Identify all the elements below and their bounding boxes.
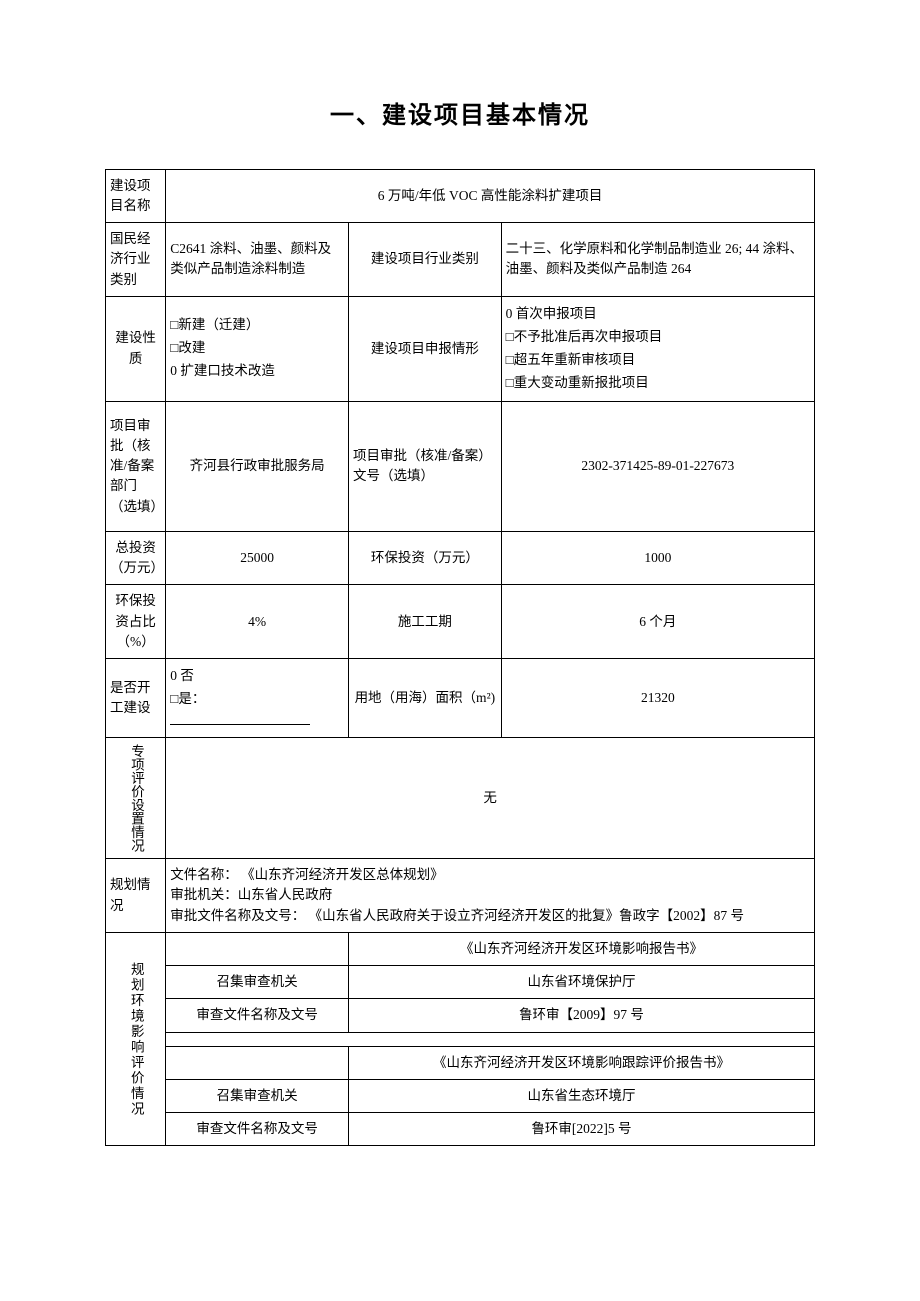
value-review-doc-2: 鲁环审[2022]5 号 [349,1113,815,1146]
checkbox-option: 0 首次申报项目 [506,303,597,326]
label-approval-dept: 项目审批（核准/备案部门（选填） [106,401,166,531]
plan-line3b: 《山东省人民政府关于设立齐河经济开发区的批复》鲁政字【2002】87 号 [309,908,744,923]
plan-line2: 审批机关：山东省人民政府 [170,887,332,902]
plan-line1a: 文件名称： [170,867,238,882]
label-project-industry: 建设项目行业类别 [349,223,502,297]
value-approval-no: 2302-371425-89-01-227673 [501,401,814,531]
table-row: 总投资（万元） 25000 环保投资（万元） 1000 [106,531,815,585]
value-declare-form: 0 首次申报项目 □不予批准后再次申报项目 □超五年重新审核项目 □重大变动重新… [501,296,814,401]
label-land-area: 用地（用海）面积（m²) [349,659,502,738]
table-row: 召集审查机关 山东省环境保护厅 [106,966,815,999]
table-row: 项目审批（核准/备案部门（选填） 齐河县行政审批服务局 项目审批（核准/备案）文… [106,401,815,531]
table-row: 规划情况 文件名称： 《山东齐河经济开发区总体规划》 审批机关：山东省人民政府 … [106,859,815,933]
value-industry-cat: C2641 涂料、油墨、颜料及类似产品制造涂料制造 [166,223,349,297]
blank-line [170,711,310,725]
table-row: 是否开工建设 0 否 □是： 用地（用海）面积（m²) 21320 [106,659,815,738]
table-row: 规划环境影响评价情况 《山东齐河经济开发区环境影响报告书》 [106,932,815,965]
value-env-invest: 1000 [501,531,814,585]
spacer-row [166,1032,815,1046]
plan-line3a: 审批文件名称及文号： [170,908,305,923]
checkbox-option: □重大变动重新报批项目 [506,372,649,395]
label-special-eval: 专项评价设置情况 [106,738,166,859]
value-review-org-1: 山东省环境保护厅 [349,966,815,999]
eia-title-2: 《山东齐河经济开发区环境影响跟踪评价报告书》 [349,1046,815,1079]
checkbox-option: □新建（迁建） [170,314,259,337]
value-plan-info: 文件名称： 《山东齐河经济开发区总体规划》 审批机关：山东省人民政府 审批文件名… [166,859,815,933]
value-env-ratio: 4% [166,585,349,659]
label-plan-info: 规划情况 [106,859,166,933]
value-project-industry: 二十三、化学原料和化学制品制造业 26; 44 涂料、油墨、颜料及类似产品制造 … [501,223,814,297]
value-approval-dept: 齐河县行政审批服务局 [166,401,349,531]
value-review-org-2: 山东省生态环境厅 [349,1079,815,1112]
value-duration: 6 个月 [501,585,814,659]
empty-cell [166,1046,349,1079]
value-review-doc-1: 鲁环审【2009】97 号 [349,999,815,1032]
table-row: 审查文件名称及文号 鲁环审【2009】97 号 [106,999,815,1032]
checkbox-option: □不予批准后再次申报项目 [506,326,663,349]
page-title: 一、建设项目基本情况 [105,100,815,134]
label-env-ratio: 环保投资占比（%） [106,585,166,659]
checkbox-option: 0 否 [170,665,194,688]
label-declare-form: 建设项目申报情形 [349,296,502,401]
label-review-org: 召集审查机关 [166,966,349,999]
label-env-invest: 环保投资（万元） [349,531,502,585]
value-special-eval: 无 [166,738,815,859]
label-started: 是否开工建设 [106,659,166,738]
plan-line1b: 《山东齐河经济开发区总体规划》 [241,867,444,882]
eia-title-1: 《山东齐河经济开发区环境影响报告书》 [349,932,815,965]
value-project-name: 6 万吨/年低 VOC 高性能涂料扩建项目 [166,169,815,223]
label-approval-no: 项目审批（核准/备案）文号（选填） [349,401,502,531]
label-review-org: 召集审查机关 [166,1079,349,1112]
value-started: 0 否 □是： [166,659,349,738]
label-industry-cat: 国民经济行业类别 [106,223,166,297]
label-plan-eia: 规划环境影响评价情况 [106,932,166,1146]
main-table: 建设项目名称 6 万吨/年低 VOC 高性能涂料扩建项目 国民经济行业类别 C2… [105,169,815,1147]
label-build-nature: 建设性质 [106,296,166,401]
table-row [106,1032,815,1046]
table-row: 建设项目名称 6 万吨/年低 VOC 高性能涂料扩建项目 [106,169,815,223]
checkbox-option: □是： [170,688,205,711]
value-total-invest: 25000 [166,531,349,585]
checkbox-option: 0 扩建口技术改造 [170,360,275,383]
table-row: 环保投资占比（%） 4% 施工工期 6 个月 [106,585,815,659]
table-row: 专项评价设置情况 无 [106,738,815,859]
label-duration: 施工工期 [349,585,502,659]
value-build-nature: □新建（迁建） □改建 0 扩建口技术改造 [166,296,349,401]
label-review-doc: 审查文件名称及文号 [166,1113,349,1146]
empty-cell [166,932,349,965]
table-row: 《山东齐河经济开发区环境影响跟踪评价报告书》 [106,1046,815,1079]
table-row: 召集审查机关 山东省生态环境厅 [106,1079,815,1112]
table-row: 审查文件名称及文号 鲁环审[2022]5 号 [106,1113,815,1146]
checkbox-option: □超五年重新审核项目 [506,349,636,372]
checkbox-option: □改建 [170,337,205,360]
label-total-invest: 总投资（万元） [106,531,166,585]
label-project-name: 建设项目名称 [106,169,166,223]
label-review-doc: 审查文件名称及文号 [166,999,349,1032]
table-row: 建设性质 □新建（迁建） □改建 0 扩建口技术改造 建设项目申报情形 0 首次… [106,296,815,401]
table-row: 国民经济行业类别 C2641 涂料、油墨、颜料及类似产品制造涂料制造 建设项目行… [106,223,815,297]
value-land-area: 21320 [501,659,814,738]
